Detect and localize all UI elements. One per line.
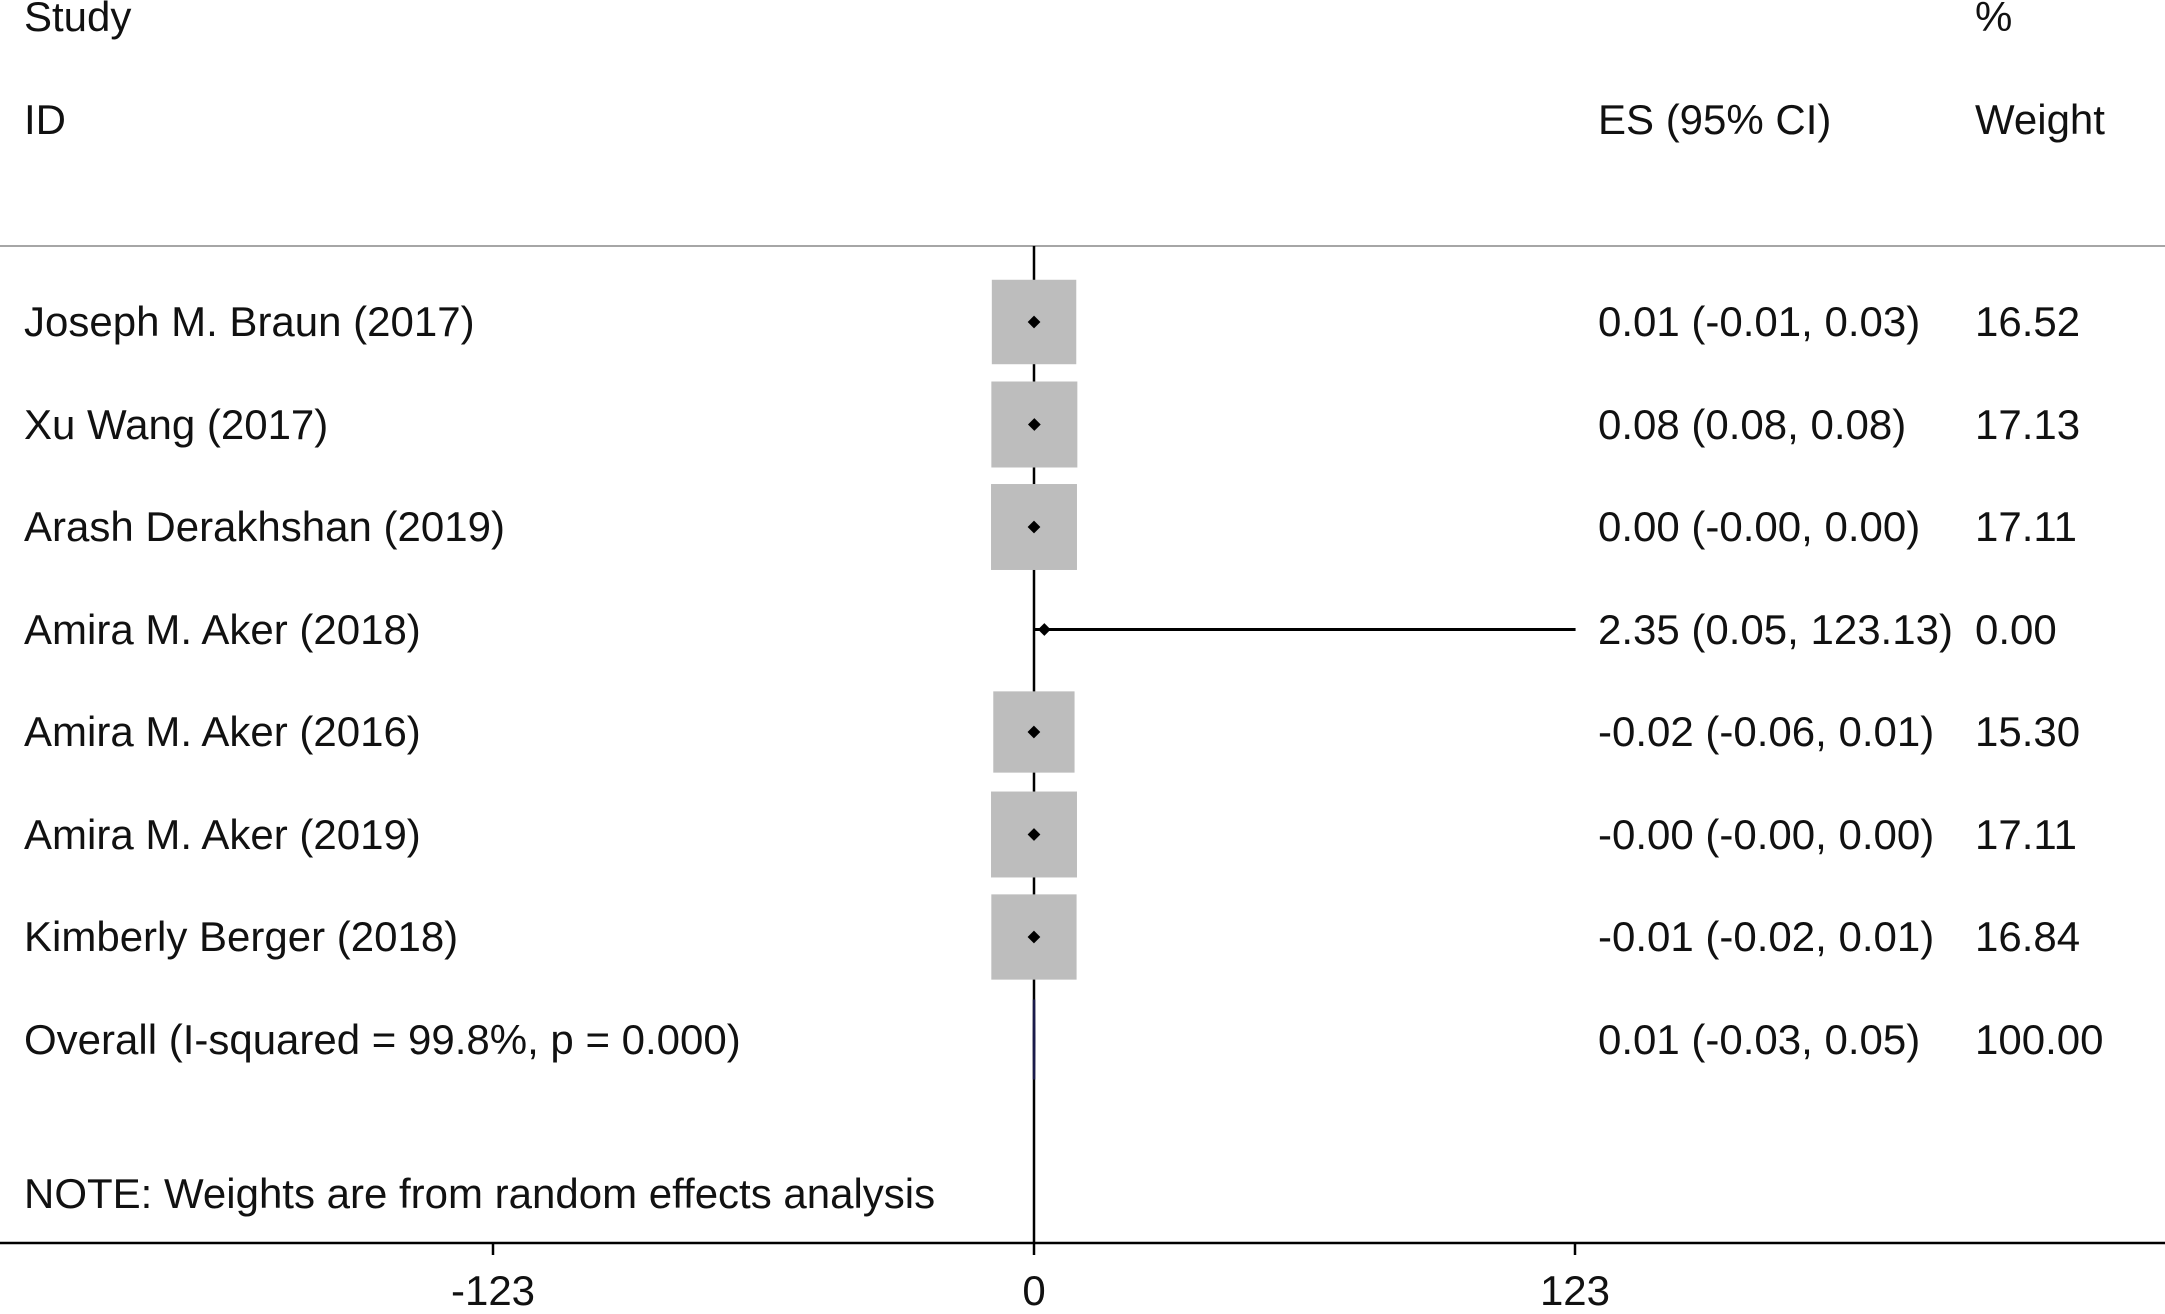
study-es-ci: 0.08 (0.08, 0.08) (1598, 400, 1907, 448)
study-es-ci: 0.01 (-0.01, 0.03) (1598, 298, 1921, 345)
study-weight: 17.11 (1975, 503, 2077, 550)
study-weight: 16.84 (1975, 913, 2081, 960)
study-es-ci: -0.02 (-0.06, 0.01) (1598, 708, 1935, 755)
study-name: Amira M. Aker (2016) (24, 708, 421, 755)
study-name: Joseph M. Braun (2017) (24, 298, 475, 345)
note-text: NOTE: Weights are from random effects an… (24, 1170, 936, 1217)
header-study-label: Study (24, 0, 132, 40)
study-name: Arash Derakhshan (2019) (24, 503, 505, 550)
study-name: Xu Wang (2017) (24, 400, 329, 448)
study-weight: 16.52 (1975, 298, 2081, 345)
x-tick-label: -123 (451, 1267, 535, 1314)
study-name: Amira M. Aker (2019) (24, 810, 421, 858)
study-es-ci: -0.01 (-0.02, 0.01) (1598, 913, 1935, 960)
x-tick-label: 0 (1022, 1267, 1045, 1314)
overall-es-ci: 0.01 (-0.03, 0.05) (1598, 1015, 1921, 1063)
point-estimate (1037, 623, 1051, 636)
study-name: Kimberly Berger (2018) (24, 913, 459, 960)
study-weight: 17.11 (1975, 810, 2077, 858)
header-es-label: ES (95% CI) (1598, 96, 1832, 143)
study-weight: 15.30 (1975, 708, 2081, 755)
study-es-ci: 2.35 (0.05, 123.13) (1598, 605, 1953, 653)
header-pct-label: % (1975, 0, 2013, 40)
header-weight-label: Weight (1975, 96, 2105, 143)
overall-label: Overall (I-squared = 99.8%, p = 0.000) (24, 1015, 741, 1063)
study-name: Amira M. Aker (2018) (24, 605, 421, 653)
study-es-ci: -0.00 (-0.00, 0.00) (1598, 810, 1935, 858)
study-es-ci: 0.00 (-0.00, 0.00) (1598, 503, 1921, 550)
study-weight: 0.00 (1975, 605, 2057, 653)
overall-weight: 100.00 (1975, 1015, 2104, 1063)
study-weight: 17.13 (1975, 400, 2081, 448)
x-tick-label: 123 (1540, 1267, 1610, 1314)
header-id-label: ID (24, 96, 66, 143)
